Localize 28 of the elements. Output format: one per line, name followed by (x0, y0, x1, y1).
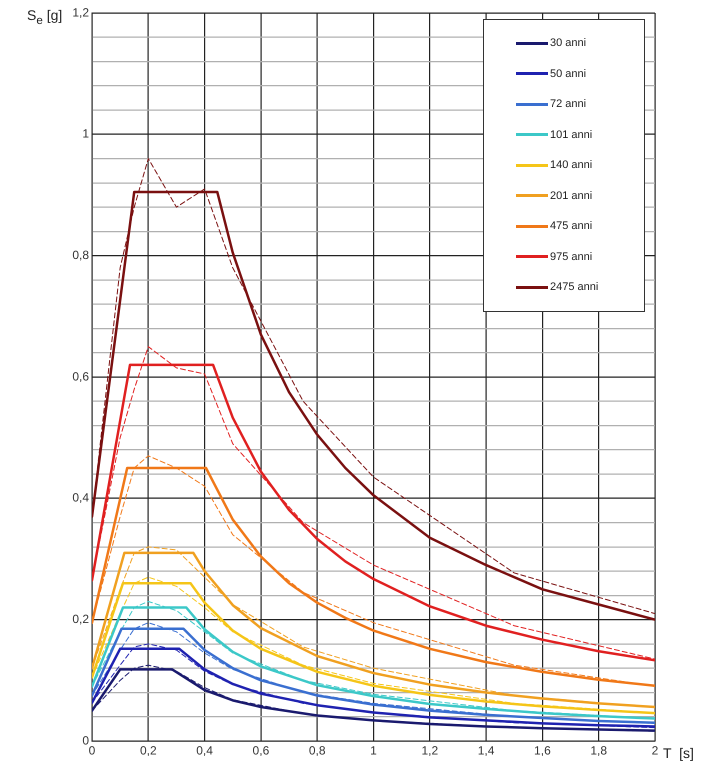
y-tick-label: 1 (82, 126, 90, 141)
y-tick-label: 0,6 (72, 369, 90, 384)
x-tick-label: 0,4 (196, 744, 214, 758)
x-tick-label: 1 (370, 744, 378, 758)
y-tick-label: 0 (82, 733, 90, 748)
x-tick-label: 1,2 (421, 744, 438, 758)
y-tick-label: 0,8 (72, 248, 90, 262)
x-tick-label: 1,8 (590, 744, 608, 758)
legend-label: 140 anni (550, 159, 592, 172)
y-tick-label: 0,2 (72, 612, 90, 626)
legend-label: 72 anni (550, 98, 586, 110)
legend-label: 30 anni (550, 37, 586, 50)
x-tick-label: 0,6 (252, 744, 270, 758)
legend-label: 475 anni (550, 220, 592, 232)
y-tick-label: 1,2 (72, 5, 90, 20)
y-axis-title: S$_{e}$ [g] (27, 7, 62, 27)
x-axis-title: T [s] (663, 745, 694, 761)
y-tick-label: 0,4 (72, 490, 90, 505)
x-tick-label: 0,2 (140, 744, 157, 758)
legend-label: 101 anni (550, 128, 592, 141)
legend-label: 201 anni (550, 190, 592, 202)
x-tick-label: 1,4 (478, 744, 495, 758)
legend-label: 2475 anni (550, 281, 598, 294)
x-tick-label: 0,8 (308, 744, 326, 758)
x-tick-label: 1,6 (534, 744, 552, 758)
x-tick-label: 2 (652, 744, 659, 758)
legend-label: 50 anni (550, 68, 586, 80)
legend-label: 975 anni (550, 250, 592, 263)
